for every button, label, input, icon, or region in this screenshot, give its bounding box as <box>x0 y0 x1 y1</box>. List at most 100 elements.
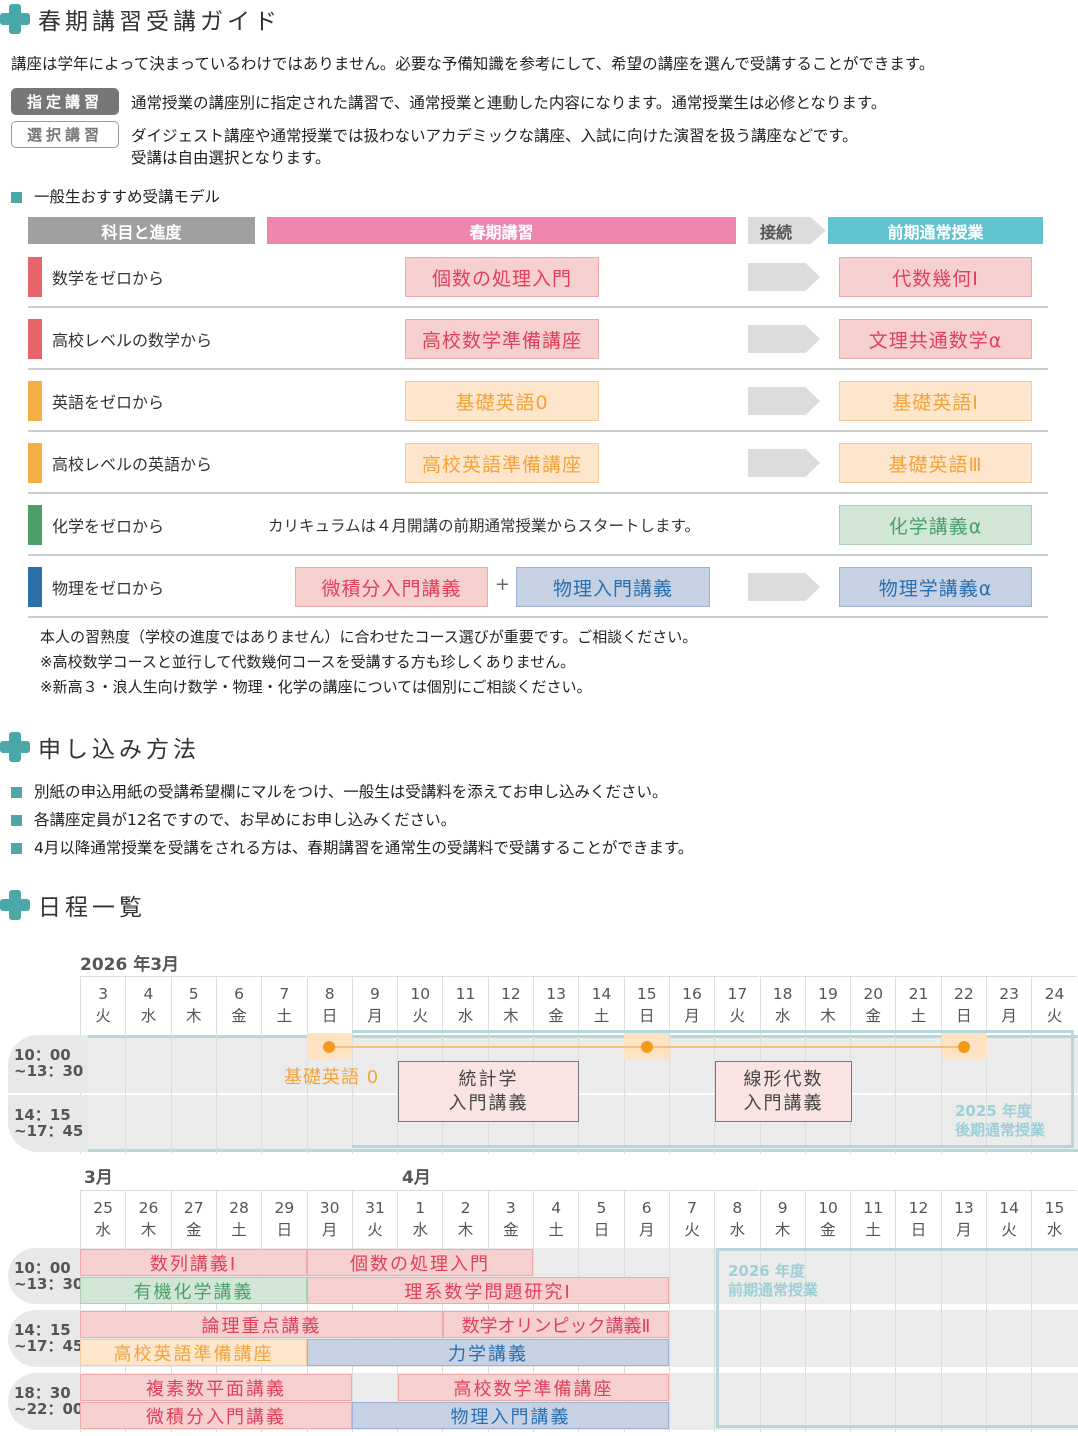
regular-course: 基礎英語Ⅲ <box>839 443 1032 483</box>
calendar-day: 18 水 <box>759 976 805 1034</box>
calendar-day: 11 土 <box>850 1190 896 1248</box>
calendar-day: 24 火 <box>1031 976 1077 1034</box>
grid-line <box>714 1248 716 1432</box>
calendar-day: 27 金 <box>170 1190 216 1248</box>
calendar-day: 26 木 <box>125 1190 171 1248</box>
event-bar: 論理重点講義 <box>80 1311 443 1338</box>
kiso-english-label: 基礎英語 0 <box>284 1067 380 1088</box>
calendar-day: 11 水 <box>442 976 488 1034</box>
arrow-icon <box>748 573 820 601</box>
time-label: 10：00 ~13：30 <box>8 1248 88 1304</box>
square-bullet-icon <box>11 843 22 854</box>
subject-color-bar <box>28 381 42 421</box>
grid-line <box>1031 1034 1033 1154</box>
calendar-day: 28 土 <box>215 1190 262 1248</box>
grid-line <box>261 1034 263 1154</box>
event-bar: 理系数学問題研究Ⅰ <box>307 1277 669 1304</box>
apply-item: 別紙の申込用紙の受講希望欄にマルをつけ、一般生は受講料を添えてお申し込みください… <box>11 780 668 802</box>
grid-line <box>986 1248 987 1432</box>
event-bar: 有機化学講義 <box>80 1277 307 1304</box>
regular-course: 基礎英語Ⅰ <box>839 381 1032 421</box>
event-stats-intro: 統計学 入門講義 <box>398 1061 579 1122</box>
model-row: 化学をゼロから カリキュラムは４月開講の前期通常授業からスタートします。 化学講… <box>28 494 1048 556</box>
badge-elective-desc: ダイジェスト講座や通常授業では扱わないアカデミックな講座、入試に向けた演習を扱う… <box>131 127 858 145</box>
calendar-day: 14 火 <box>986 1190 1032 1248</box>
chemistry-note: カリキュラムは４月開講の前期通常授業からスタートします。 <box>268 517 700 535</box>
note-2: ※高校数学コースと並行して代数幾何コースを受講する方も珍しくありません。 <box>40 653 576 671</box>
cross-icon <box>0 4 30 34</box>
grid-line <box>940 1034 942 1154</box>
section-title-apply: 申し込み方法 <box>0 730 200 764</box>
calendar-day: 13 月 <box>940 1190 986 1248</box>
regular-course: 化学講義α <box>839 505 1032 545</box>
calendar-day: 19 木 <box>804 976 851 1034</box>
grid-line <box>668 1248 670 1432</box>
grid-line <box>1031 1248 1033 1432</box>
grid-line <box>668 1034 670 1154</box>
event-bar: 数学オリンピック講義Ⅱ <box>443 1311 669 1338</box>
calendar-day: 22 日 <box>940 976 986 1034</box>
cross-icon <box>0 890 30 920</box>
time-label: 18：30 ~22：00 <box>8 1373 88 1430</box>
regular-course: 代数幾何Ⅰ <box>839 257 1032 297</box>
square-bullet-icon <box>11 787 22 798</box>
grid-line <box>306 1034 308 1154</box>
spring-course: 基礎英語0 <box>405 381 599 421</box>
grid-line <box>215 1034 217 1154</box>
term-2026-label: 2026 年度 前期通常授業 <box>728 1262 819 1299</box>
calendar-day: 31 火 <box>351 1190 398 1248</box>
subject-color-bar <box>28 319 42 359</box>
badge-designated: 指定講習 <box>11 88 119 115</box>
calendar-day: 10 金 <box>804 1190 851 1248</box>
spring-course: 微積分入門講義 <box>295 567 488 607</box>
regular-course: 物理学講義α <box>839 567 1032 607</box>
badge-elective: 選択講習 <box>11 121 119 148</box>
calendar-day: 13 金 <box>533 976 579 1034</box>
calendar-day: 21 土 <box>895 976 941 1034</box>
header-subject: 科目と進度 <box>28 217 255 244</box>
calendar-month-label: 3月 <box>84 1168 113 1188</box>
subject-color-bar <box>28 505 42 545</box>
term-2026-box <box>716 1248 1078 1428</box>
arrow-icon <box>748 449 820 477</box>
time-label: 14：15 ~17：45 <box>8 1095 88 1152</box>
dot-icon <box>958 1041 970 1053</box>
calendar-day: 23 月 <box>986 976 1032 1034</box>
header-connect: 接続 <box>748 217 826 244</box>
square-bullet-icon <box>11 815 22 826</box>
calendar-day: 25 水 <box>80 1190 126 1248</box>
grid-line <box>125 1034 127 1154</box>
model-row: 物理をゼロから 微積分入門講義 + 物理入門講義 物理学講義α <box>28 556 1048 618</box>
square-bullet-icon <box>11 192 22 203</box>
header-regular: 前期通常授業 <box>828 217 1043 244</box>
time-label: 14：15 ~17：45 <box>8 1310 88 1367</box>
badge-elective-desc2: 受講は自由選択となります。 <box>131 149 331 167</box>
arrow-icon <box>748 387 820 415</box>
subject-color-bar <box>28 443 42 483</box>
grid-line <box>80 1034 81 1154</box>
calendar-day: 17 火 <box>714 976 760 1034</box>
calendar-day: 12 日 <box>895 1190 941 1248</box>
event-bar: 高校数学準備講座 <box>398 1374 669 1401</box>
event-bar: 個数の処理入門 <box>307 1249 533 1276</box>
section-title-guide: 春期講習受講ガイド <box>0 2 281 36</box>
model-row: 高校レベルの数学から 高校数学準備講座 文理共通数学α <box>28 308 1048 370</box>
calendar-day: 29 日 <box>261 1190 307 1248</box>
section-title-schedule: 日程一覧 <box>0 888 146 922</box>
spring-course: 高校数学準備講座 <box>405 319 599 359</box>
calendar-day: 15 水 <box>1031 1190 1077 1248</box>
calendar-day: 14 土 <box>578 976 624 1034</box>
dot-icon <box>323 1041 335 1053</box>
calendar-month-label: 4月 <box>402 1168 431 1188</box>
calendar-day: 20 金 <box>850 976 896 1034</box>
grid-line <box>714 1034 716 1154</box>
